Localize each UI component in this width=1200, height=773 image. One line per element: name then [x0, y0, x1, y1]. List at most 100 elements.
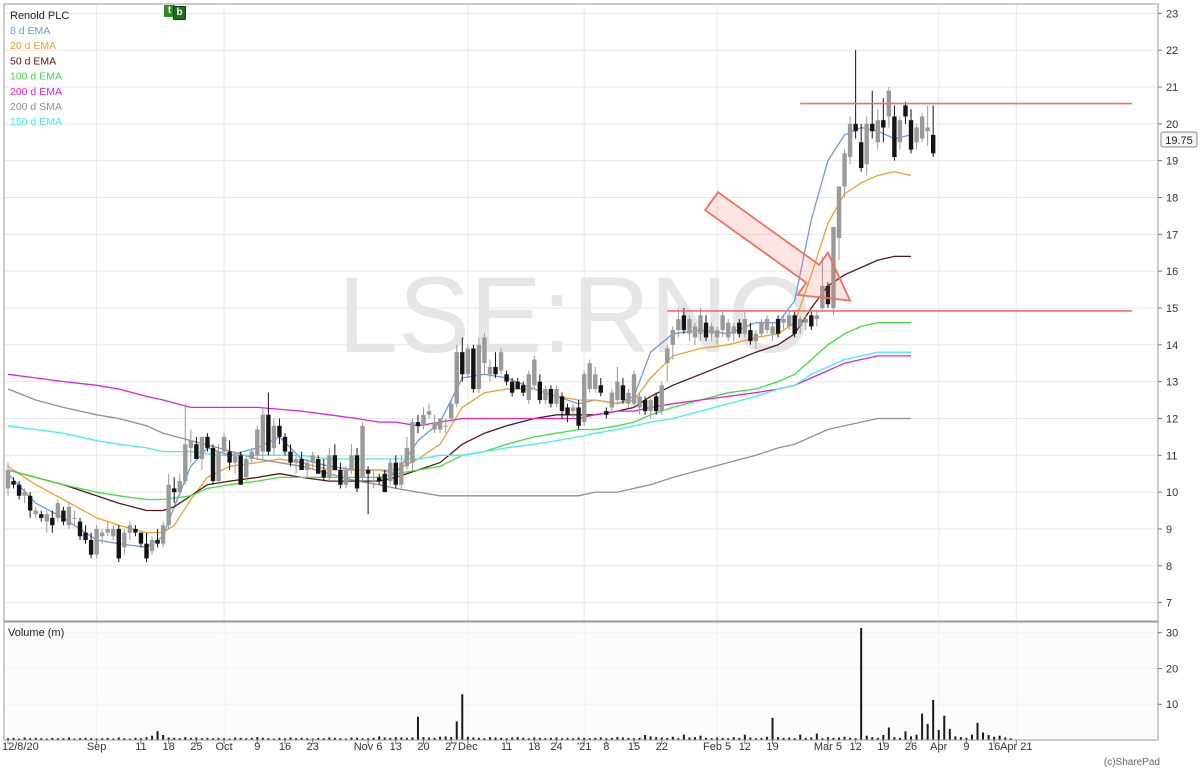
candle-down	[138, 532, 144, 544]
candle-up	[232, 455, 238, 463]
candle-down	[598, 385, 603, 393]
candle-up	[166, 484, 171, 526]
legend-item: 8 d EMA	[10, 25, 50, 37]
volume-bar	[777, 737, 780, 740]
volume-bar	[400, 737, 403, 740]
candle-up	[609, 392, 615, 408]
legend-item: 20 d EMA	[10, 40, 56, 52]
candle-up	[770, 326, 775, 334]
candle-up	[593, 374, 598, 389]
candle-up	[631, 374, 637, 404]
volume-bar	[333, 737, 336, 740]
candle-up	[581, 374, 587, 423]
price-tick-label: 10	[1166, 487, 1178, 499]
candle-up	[781, 319, 786, 323]
candle-up	[22, 492, 27, 496]
volume-bar	[599, 737, 602, 740]
volume-bar	[627, 737, 630, 740]
candle-up	[753, 333, 759, 342]
candle-up	[55, 503, 61, 518]
volume-bar	[250, 737, 253, 740]
badge-t[interactable]: t	[164, 5, 175, 17]
candle-down	[210, 447, 216, 482]
candle-up	[670, 330, 675, 345]
volume-bar	[134, 737, 137, 740]
legend-item: 50 d EMA	[10, 55, 56, 67]
time-tick-label: Feb 5	[703, 741, 731, 753]
candle-up	[665, 348, 670, 364]
candle-down	[316, 458, 321, 474]
volume-bar	[328, 737, 331, 740]
volume-bar	[7, 738, 9, 740]
candle-up	[864, 123, 869, 165]
volume-bar	[350, 737, 353, 740]
volume-bar	[616, 737, 619, 740]
candle-down	[172, 488, 177, 493]
volume-bar	[62, 738, 65, 740]
volume-bar	[577, 737, 580, 740]
ma-line-200-d-sma	[7, 388, 911, 497]
volume-bar	[73, 738, 76, 740]
candle-up	[177, 481, 182, 493]
candle-up	[271, 425, 277, 448]
time-tick-label: 12	[849, 741, 861, 753]
volume-bar	[405, 737, 408, 740]
candle-up	[293, 458, 299, 463]
volume-bar	[389, 737, 392, 740]
candle-down	[277, 425, 282, 437]
volume-bar	[411, 737, 414, 740]
volume-bar	[572, 738, 575, 740]
volume-tick-label: 30	[1166, 628, 1178, 640]
candle-down	[88, 539, 94, 555]
volume-bar	[660, 737, 663, 740]
volume-bar	[610, 737, 613, 740]
candle-down	[620, 385, 626, 401]
candle-down	[133, 528, 138, 533]
volume-bar	[378, 736, 381, 740]
badge-b[interactable]: b	[173, 6, 186, 20]
volume-bar	[139, 738, 142, 740]
price-tick-label: 23	[1166, 8, 1178, 20]
volume-bar	[84, 737, 87, 740]
volume-bar	[344, 738, 347, 740]
price-panel-frame	[3, 3, 1159, 622]
volume-bar	[1004, 737, 1007, 740]
candle-up	[482, 337, 487, 364]
candle-up	[371, 481, 376, 483]
volume-bar	[189, 737, 192, 740]
volume-bar	[195, 737, 198, 740]
candle-up	[421, 414, 426, 426]
candle-up	[216, 451, 221, 482]
volume-bar	[954, 736, 957, 740]
candle-down	[365, 470, 371, 474]
time-tick-label: 22	[656, 741, 668, 753]
candle-down	[27, 495, 33, 511]
candle-up	[72, 517, 77, 519]
volume-bar	[621, 737, 624, 740]
volume-panel-frame	[3, 621, 1159, 741]
candle-up	[360, 425, 365, 478]
volume-bars	[7, 628, 1012, 740]
time-tick-label: 8	[603, 741, 609, 753]
volume-bar	[394, 737, 397, 740]
volume-bar	[217, 737, 220, 740]
volume-bar	[339, 738, 342, 740]
price-tick-label: 8	[1166, 561, 1172, 573]
candle-down	[908, 120, 914, 150]
volume-bar	[527, 738, 530, 740]
volume-bar	[655, 737, 658, 740]
time-tick-label: 16	[988, 741, 1000, 753]
candle-down	[338, 470, 343, 485]
candle-up	[687, 319, 692, 334]
candle-up	[183, 444, 188, 482]
volume-bar	[782, 737, 785, 740]
candle-up	[698, 315, 703, 334]
candle-down	[460, 352, 465, 375]
volume-bar	[682, 734, 685, 740]
volume-bar	[998, 735, 1001, 740]
volume-bar	[106, 737, 109, 740]
candle-up	[449, 403, 454, 419]
legend-item: 200 d SMA	[10, 101, 62, 113]
volume-bar	[79, 738, 82, 740]
volume-bar	[943, 715, 946, 740]
